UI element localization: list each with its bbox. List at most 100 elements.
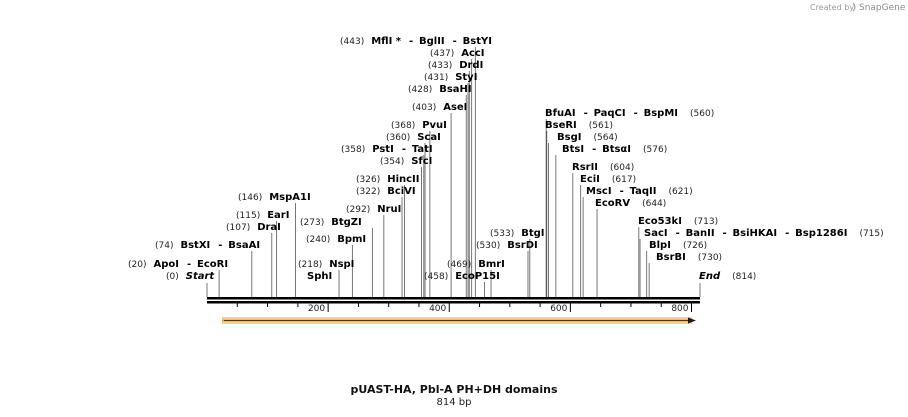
site-name-blpi-0[interactable]: BlpI (649, 240, 671, 251)
site-name-ecorv-0[interactable]: EcoRV (595, 198, 630, 209)
feature-arrow[interactable] (222, 317, 696, 324)
site-position-btgzi: (273) (300, 218, 324, 228)
site-position-msci: (621) (668, 187, 692, 197)
site-name-acci-0[interactable]: AccI (461, 48, 484, 59)
site-name-rsrii-0[interactable]: RsrII (572, 162, 598, 173)
ruler: 200 400 600 800 (236, 303, 693, 314)
site-name-apoi-1[interactable]: EcoRI (197, 259, 228, 270)
site-position-bsgi: (564) (593, 133, 617, 143)
site-name-mfli-1[interactable]: BglII (419, 36, 445, 47)
site-name-psti-0[interactable]: PstI (372, 144, 394, 155)
site-name-psti-1[interactable]: TatI (412, 144, 433, 155)
site-position-bsrdi: (530) (476, 241, 500, 251)
site-name-hincii-0[interactable]: HincII (387, 174, 419, 185)
site-separator: - (676, 228, 680, 239)
site-position-bpmi: (240) (306, 235, 330, 245)
credit-brand: SnapGene (859, 3, 906, 13)
site-name-asei-0[interactable]: AseI (443, 102, 467, 113)
site-position-mfli: (443) (340, 37, 364, 47)
site-position-drai: (107) (226, 223, 250, 233)
site-separator: - (620, 186, 624, 197)
site-separator: - (402, 144, 406, 155)
site-name-btgi-0[interactable]: BtgI (521, 228, 544, 239)
site-name-eco53ki-0[interactable]: Eco53kI (638, 216, 682, 227)
site-name-drai-0[interactable]: DraI (257, 222, 281, 233)
site-position-ecii: (617) (612, 175, 636, 185)
site-name-btsi-1[interactable]: BtsαI (602, 144, 631, 155)
site-position-hincii: (326) (356, 175, 380, 185)
site-name-saci-1[interactable]: BanII (686, 228, 715, 239)
site-name-bstxi-0[interactable]: BstXI (180, 240, 210, 251)
site-name-btgzi-0[interactable]: BtgZI (331, 217, 362, 228)
site-name-bfuai-2[interactable]: BspMI (644, 108, 678, 119)
site-position-ecop15i: (458) (424, 272, 448, 282)
site-name-mfli-2[interactable]: BstYI (463, 36, 492, 47)
site-name-bcivi-0[interactable]: BciVI (387, 186, 415, 197)
site-name-ecii-0[interactable]: EciI (580, 174, 600, 185)
snapgene-logo-icon (852, 2, 856, 12)
site-position-bfuai: (560) (690, 109, 714, 119)
site-position-ecorv: (644) (642, 199, 666, 209)
site-name-eari-0[interactable]: EarI (267, 210, 289, 221)
site-separator: - (187, 259, 191, 270)
site-position-blpi: (726) (683, 241, 707, 251)
site-name-ecop15i-0[interactable]: EcoP15I (455, 271, 500, 282)
site-position-end: (814) (732, 272, 756, 282)
site-separator: - (218, 240, 222, 251)
site-name-mspa1i-0[interactable]: MspA1I (269, 192, 310, 203)
site-name-bfuai-1[interactable]: PaqCI (594, 108, 626, 119)
ruler-label-800: 800 (671, 304, 688, 314)
site-position-eco53ki: (713) (694, 217, 718, 227)
site-name-bmri-0[interactable]: BmrI (478, 259, 505, 270)
site-name-sphi-0[interactable]: SphI (307, 271, 332, 282)
site-name-scai-0[interactable]: ScaI (417, 132, 441, 143)
site-name-bsgi-0[interactable]: BsgI (557, 132, 581, 143)
site-name-bseri-0[interactable]: BseRI (545, 120, 577, 131)
site-separator: - (409, 36, 413, 47)
site-name-btsi-0[interactable]: BtsI (562, 144, 584, 155)
site-separator: - (592, 144, 596, 155)
site-name-nrui-0[interactable]: NruI (377, 204, 401, 215)
plasmid-title: pUAST-HA, Pbl-A PH+DH domains (350, 383, 557, 396)
site-position-rsrii: (604) (610, 163, 634, 173)
site-name-saci-0[interactable]: SacI (644, 228, 668, 239)
site-position-bsrbi: (730) (698, 253, 722, 263)
site-position-mspa1i: (146) (238, 193, 262, 203)
site-separator: - (584, 108, 588, 119)
site-name-msci-1[interactable]: TaqII (630, 186, 657, 197)
cut-site-labels: (0) Start(20) ApoI - EcoRI(74) BstXI - BsaAI(10… (128, 36, 884, 282)
site-name-saci-2[interactable]: BsiHKAI (733, 228, 778, 239)
site-name-bpmi-0[interactable]: BpmI (337, 234, 366, 245)
site-name-bfuai-0[interactable]: BfuAI (545, 108, 576, 119)
site-name-styi-0[interactable]: StyI (455, 72, 477, 83)
site-name-start-0[interactable]: Start (186, 271, 216, 282)
site-name-mfli-0[interactable]: MflI * (371, 36, 402, 47)
site-separator: - (634, 108, 638, 119)
site-name-sfci-0[interactable]: SfcI (411, 156, 432, 167)
site-position-apoi: (20) (128, 260, 146, 270)
ruler-label-600: 600 (550, 304, 567, 314)
site-name-pvui-0[interactable]: PvuI (422, 120, 447, 131)
site-name-nspi-0[interactable]: NspI (329, 259, 354, 270)
ruler-label-400: 400 (429, 304, 446, 314)
site-name-saci-3[interactable]: Bsp1286I (795, 228, 847, 239)
site-name-apoi-0[interactable]: ApoI (153, 259, 179, 270)
site-name-bsahi-0[interactable]: BsaHI (439, 84, 471, 95)
site-position-bmri: (469) (447, 260, 471, 270)
site-position-acci: (437) (430, 49, 454, 59)
site-position-bstxi: (74) (155, 241, 173, 251)
site-position-drdi: (433) (428, 61, 452, 71)
site-position-nrui: (292) (346, 205, 370, 215)
backbone (207, 297, 700, 304)
site-name-bstxi-1[interactable]: BsaAI (228, 240, 260, 251)
site-name-bsrbi-0[interactable]: BsrBI (656, 252, 686, 263)
site-name-msci-0[interactable]: MscI (586, 186, 612, 197)
site-position-eari: (115) (236, 211, 260, 221)
cut-site-lines (206, 47, 701, 297)
site-name-bsrdi-0[interactable]: BsrDI (507, 240, 538, 251)
plasmid-length: 814 bp (437, 397, 472, 408)
site-separator: - (723, 228, 727, 239)
site-name-end-0[interactable]: End (699, 271, 721, 282)
site-name-drdi-0[interactable]: DrdI (459, 60, 483, 71)
site-position-pvui: (368) (391, 121, 415, 131)
